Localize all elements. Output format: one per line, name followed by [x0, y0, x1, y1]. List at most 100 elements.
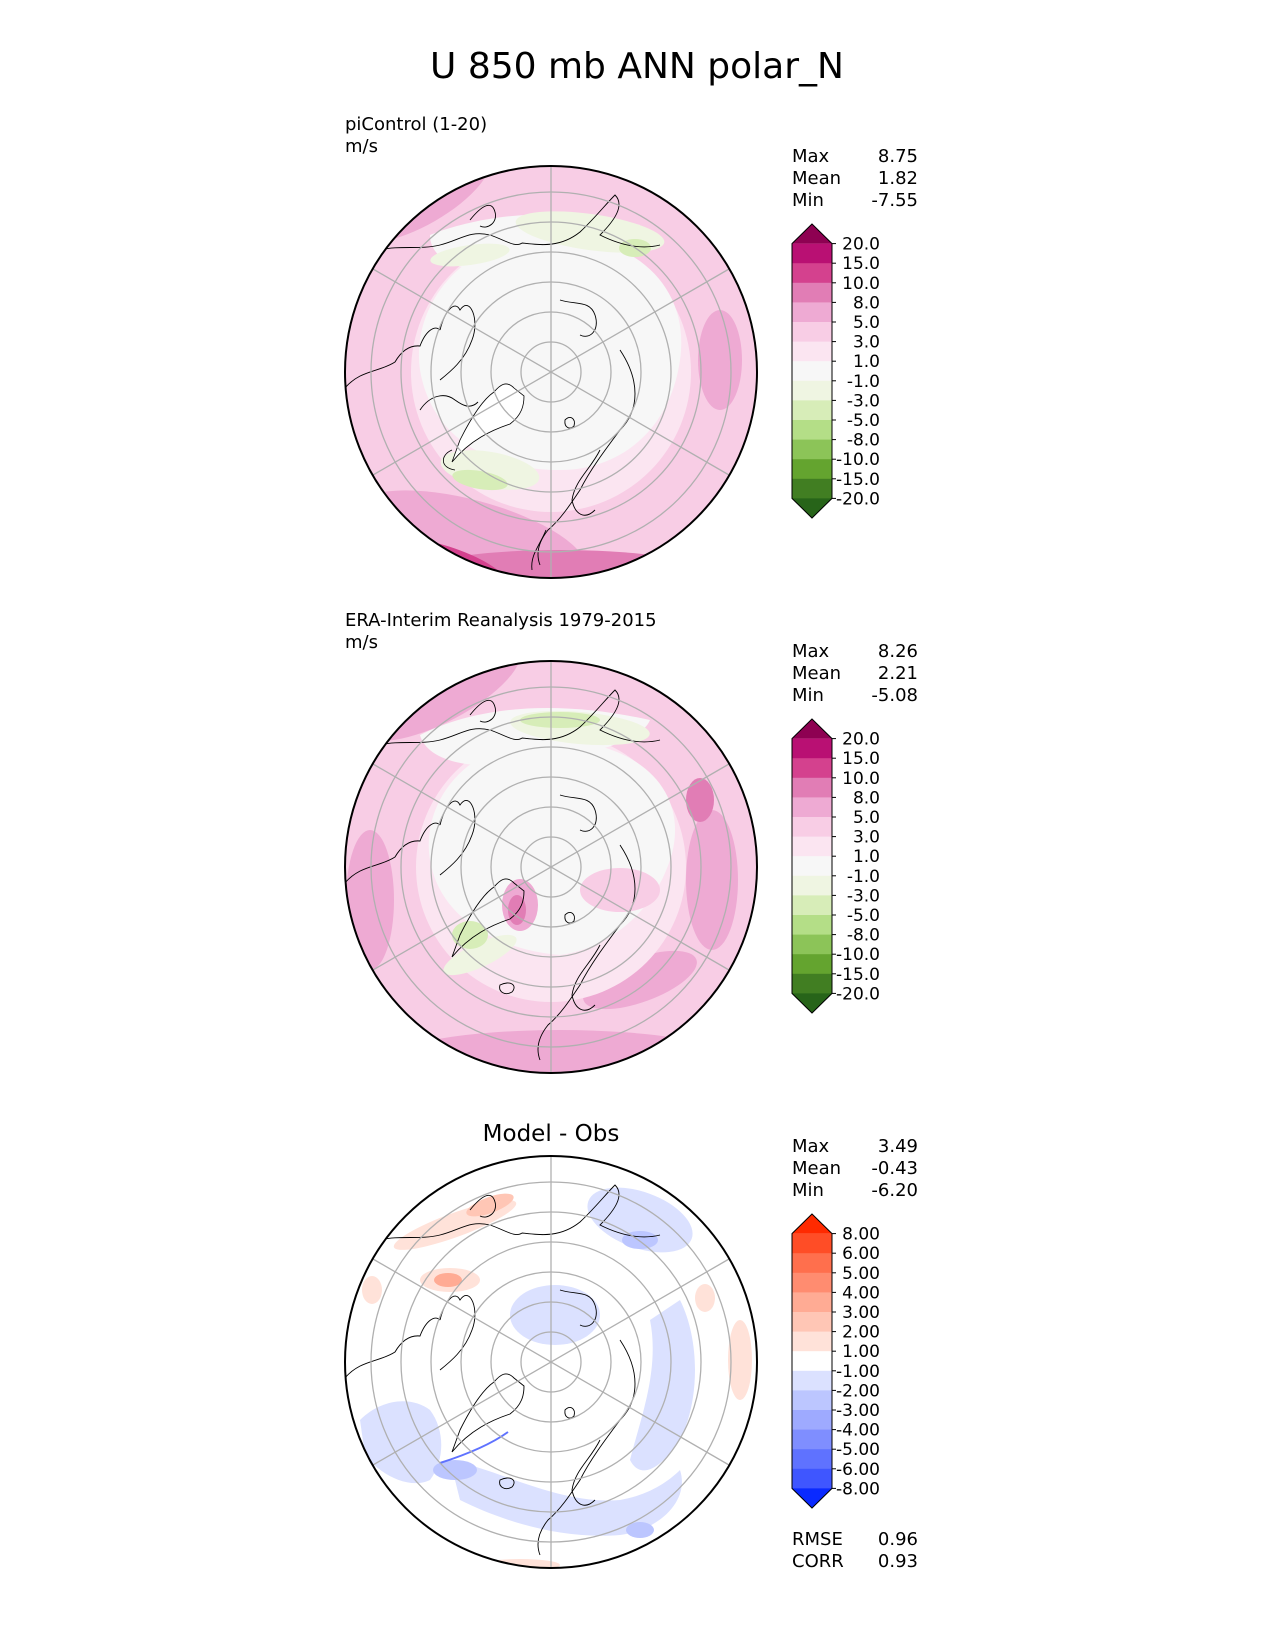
colorbar-segment	[792, 1253, 832, 1274]
colorbar-segment	[792, 400, 832, 421]
colorbar-segment	[792, 1233, 832, 1254]
figure-title: U 850 mb ANN polar_N	[430, 46, 844, 87]
colorbar-tick-label: -5.0	[847, 906, 880, 926]
stat-max-label: Max	[792, 146, 830, 167]
colorbar-segment	[792, 895, 832, 916]
colorbar-segment	[792, 1272, 832, 1293]
stats-obs: Max 8.26 Mean 2.21 Min -5.08	[792, 641, 918, 706]
colorbar-tick-label: -5.0	[847, 411, 880, 431]
polar-map-model	[345, 166, 757, 578]
colorbar-tick-label: -20.0	[836, 984, 880, 1004]
map-boundary	[344, 165, 758, 579]
colorbar-segment	[792, 302, 832, 323]
colorbar-segment	[792, 420, 832, 441]
colorbar-tick-label: 6.00	[842, 1244, 880, 1264]
colorbar-tick-label: 15.0	[842, 254, 880, 274]
colorbar-segment	[792, 817, 832, 838]
panel-obs: ERA-Interim Reanalysis 1979-2015 m/s	[344, 610, 918, 1074]
colorbar-segment	[792, 1312, 832, 1333]
panel-diff-name: Model - Obs	[483, 1121, 620, 1147]
colorbar-tick-label: 5.0	[853, 313, 880, 333]
colorbar-segment	[792, 738, 832, 759]
colorbar-model: 20.015.010.08.05.03.01.0-1.0-3.0-5.0-8.0…	[791, 223, 880, 519]
colorbar-extend-bottom	[792, 498, 832, 518]
colorbar-segment	[792, 459, 832, 480]
colorbar-tick-label: -15.0	[836, 965, 880, 985]
map-boundary	[344, 1155, 758, 1569]
colorbar-extend-top	[792, 1214, 832, 1234]
stat-max-label: Max	[792, 641, 830, 662]
colorbar-segment	[792, 954, 832, 975]
colorbar-segment	[792, 361, 832, 382]
colorbar-segment	[792, 797, 832, 818]
polar-map-diff	[345, 1156, 757, 1568]
colorbar-tick-label: -8.0	[847, 926, 880, 946]
colorbar-diff: 8.006.005.004.003.002.001.00-1.00-2.00-3…	[791, 1213, 880, 1509]
stat-mean-label: Mean	[792, 1158, 841, 1179]
colorbar-segment	[792, 478, 832, 499]
stat-mean-value: 1.82	[878, 168, 918, 189]
colorbar-extend-bottom	[792, 1488, 832, 1508]
colorbar-extend-top	[792, 719, 832, 739]
colorbar-tick-label: 1.00	[842, 1342, 880, 1362]
panel-obs-name: ERA-Interim Reanalysis 1979-2015	[345, 610, 657, 631]
colorbar-segment	[792, 758, 832, 779]
colorbar-tick-label: 15.0	[842, 749, 880, 769]
stat-mean-label: Mean	[792, 663, 841, 684]
colorbar-tick-label: -8.00	[836, 1479, 880, 1499]
colorbar-tick-label: -2.00	[836, 1381, 880, 1401]
stat-min-value: -5.08	[871, 685, 918, 706]
colorbar-segment	[792, 439, 832, 460]
stat-min-value: -7.55	[871, 190, 918, 211]
stat-min-label: Min	[792, 685, 824, 706]
colorbar-tick-label: -1.00	[836, 1362, 880, 1382]
stats-diff: Max 3.49 Mean -0.43 Min -6.20 RMSE 0.96 …	[792, 1136, 918, 1572]
colorbar-tick-label: 2.00	[842, 1323, 880, 1343]
colorbar-tick-label: 3.00	[842, 1303, 880, 1323]
colorbar-tick-label: -4.00	[836, 1421, 880, 1441]
colorbar-tick-label: -10.0	[836, 450, 880, 470]
colorbar-segment	[792, 836, 832, 857]
colorbar-segment	[792, 856, 832, 877]
colorbar-tick-label: -5.00	[836, 1440, 880, 1460]
colorbar-tick-label: 10.0	[842, 769, 880, 789]
colorbar-segment	[792, 282, 832, 303]
colorbar-segment	[792, 934, 832, 955]
colorbar-segment	[792, 1370, 832, 1391]
stat-min-label: Min	[792, 190, 824, 211]
colorbar-segment	[792, 380, 832, 401]
colorbar-segment	[792, 263, 832, 284]
stat-rmse-label: RMSE	[792, 1529, 843, 1550]
colorbar-segment	[792, 973, 832, 994]
stat-max-label: Max	[792, 1136, 830, 1157]
stat-max-value: 8.26	[878, 641, 918, 662]
colorbar-segment	[792, 1449, 832, 1470]
colorbar-tick-label: 4.00	[842, 1283, 880, 1303]
colorbar-segment	[792, 915, 832, 936]
colorbar-tick-label: 3.0	[853, 828, 880, 848]
colorbar-obs: 20.015.010.08.05.03.01.0-1.0-3.0-5.0-8.0…	[791, 718, 880, 1014]
colorbar-segment	[792, 1390, 832, 1411]
stats-model: Max 8.75 Mean 1.82 Min -7.55	[792, 146, 918, 211]
colorbar-tick-label: -15.0	[836, 470, 880, 490]
panel-obs-units: m/s	[345, 632, 378, 653]
stat-min-label: Min	[792, 1180, 824, 1201]
colorbar-tick-label: 10.0	[842, 274, 880, 294]
colorbar-segment	[792, 875, 832, 896]
colorbar-tick-label: -8.0	[847, 431, 880, 451]
colorbar-segment	[792, 322, 832, 343]
colorbar-tick-label: 3.0	[853, 333, 880, 353]
colorbar-tick-label: -6.00	[836, 1460, 880, 1480]
colorbar-tick-label: 5.00	[842, 1264, 880, 1284]
panel-model-name: piControl (1-20)	[345, 114, 487, 135]
colorbar-tick-label: -3.0	[847, 391, 880, 411]
colorbar-segment	[792, 777, 832, 798]
colorbar-tick-label: 20.0	[842, 235, 880, 255]
colorbar-tick-label: -3.00	[836, 1401, 880, 1421]
panel-diff: Model - Obs	[344, 1121, 918, 1572]
colorbar-tick-label: -20.0	[836, 489, 880, 509]
colorbar-tick-label: 20.0	[842, 730, 880, 750]
colorbar-segment	[792, 1292, 832, 1313]
colorbar-segment	[792, 1468, 832, 1489]
